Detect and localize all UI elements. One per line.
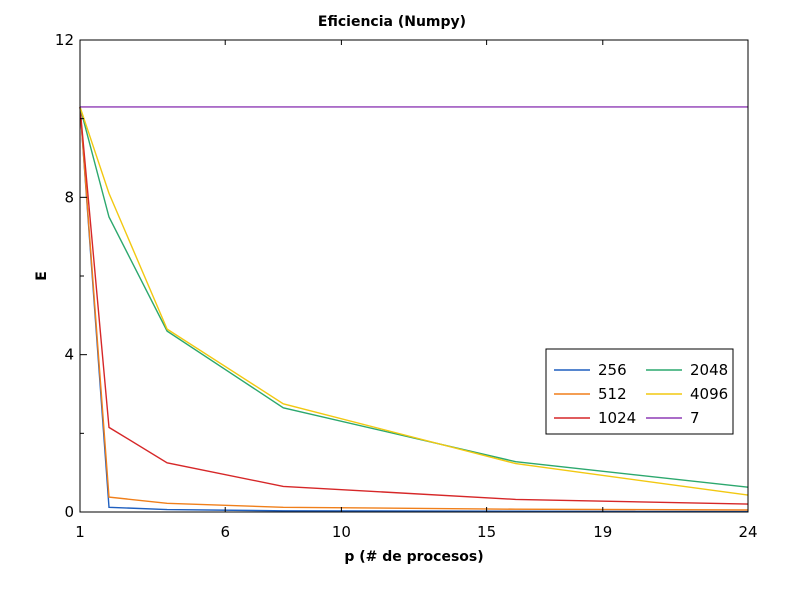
chart-title: Eficiencia (Numpy)	[318, 14, 466, 30]
series-line-2048	[79, 106, 749, 488]
legend-label-512: 512	[598, 385, 627, 403]
series-line-1024	[79, 106, 749, 505]
y-tick-label: 8	[64, 188, 74, 206]
x-tick-label: 15	[477, 523, 496, 541]
x-tick-label: 1	[75, 523, 85, 541]
legend: 256 512 1024 2048 4096 7	[545, 348, 734, 435]
legend-label-4096: 4096	[690, 385, 728, 403]
legend-label-7: 7	[690, 409, 700, 427]
legend-label-256: 256	[598, 361, 627, 379]
series-line-512	[79, 106, 749, 511]
series-line-256	[79, 106, 749, 513]
plot-frame	[79, 39, 749, 513]
legend-label-2048: 2048	[690, 361, 728, 379]
y-axis-label: E	[34, 271, 50, 281]
y-tick-label: 0	[64, 503, 74, 521]
legend-label-1024: 1024	[598, 409, 636, 427]
x-tick-label: 6	[220, 523, 230, 541]
x-tick-label: 19	[593, 523, 612, 541]
y-tick-label: 12	[55, 31, 74, 49]
series-line-4096	[79, 106, 749, 496]
x-tick-label: 10	[332, 523, 351, 541]
x-tick-label: 24	[738, 523, 757, 541]
legend-box	[545, 348, 734, 435]
y-tick-label: 4	[64, 346, 74, 364]
x-axis-label: p (# de procesos)	[344, 549, 483, 565]
